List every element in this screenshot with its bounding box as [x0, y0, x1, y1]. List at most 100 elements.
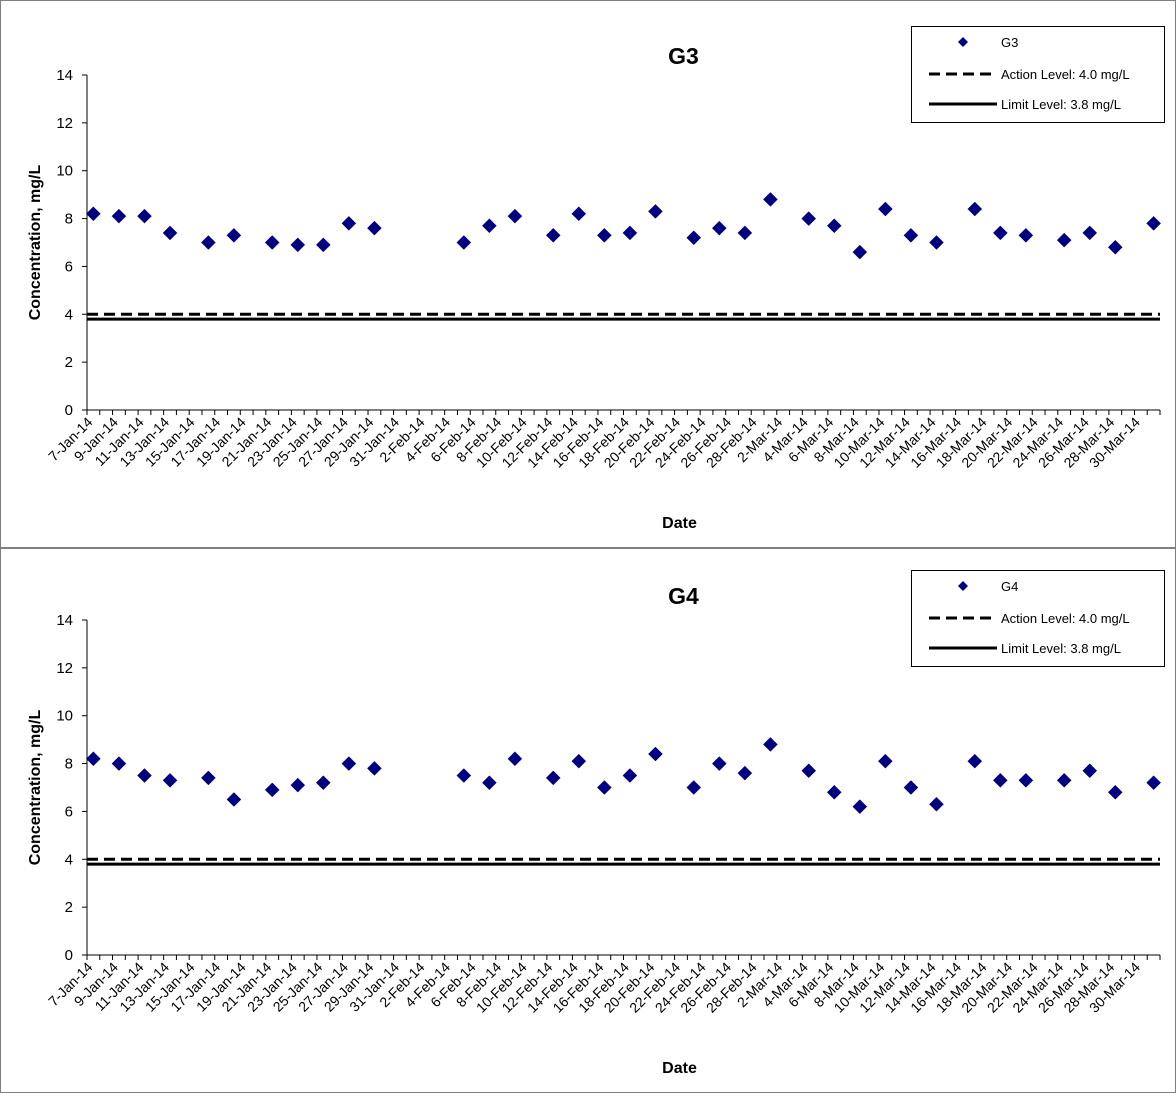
- data-point: [648, 746, 663, 762]
- data-point: [1056, 772, 1072, 788]
- data-point: [1056, 232, 1072, 248]
- data-point: [596, 780, 612, 795]
- legend-label: Limit Level: 3.8 mg/L: [1001, 641, 1121, 656]
- y-tick-label: 6: [65, 803, 73, 820]
- data-point: [264, 782, 280, 798]
- data-point: [315, 237, 331, 253]
- data-point: [903, 780, 919, 795]
- data-point: [763, 192, 778, 207]
- data-point: [596, 227, 612, 243]
- data-point: [763, 737, 778, 752]
- g3-chart: 024681012147-Jan-149-Jan-1411-Jan-1413-J…: [0, 0, 1176, 548]
- data-point: [264, 235, 280, 250]
- data-point: [200, 770, 216, 786]
- y-tick-label: 0: [65, 947, 73, 964]
- data-point: [967, 753, 983, 769]
- data-point: [111, 756, 127, 771]
- data-point: [290, 237, 306, 253]
- data-point: [826, 218, 842, 234]
- data-point: [929, 235, 944, 250]
- legend-label: G4: [1001, 579, 1018, 594]
- data-point: [737, 765, 753, 781]
- data-point: [1146, 775, 1161, 791]
- data-point: [1107, 239, 1123, 255]
- data-point: [622, 225, 638, 241]
- data-point: [226, 227, 242, 243]
- y-tick-label: 6: [65, 258, 73, 275]
- data-point: [456, 235, 472, 250]
- data-point: [737, 225, 753, 241]
- data-point: [1082, 763, 1098, 779]
- y-tick-label: 12: [56, 115, 73, 132]
- data-point: [711, 756, 727, 771]
- g4-chart: 024681012147-Jan-149-Jan-1411-Jan-1413-J…: [0, 548, 1176, 1093]
- data-point: [967, 201, 983, 217]
- y-tick-label: 8: [65, 211, 73, 228]
- y-tick-label: 8: [65, 756, 73, 773]
- data-point: [686, 230, 702, 246]
- legend-label: Action Level: 4.0 mg/L: [1001, 67, 1130, 82]
- data-point: [507, 208, 523, 224]
- data-point: [545, 227, 561, 243]
- y-tick-label: 14: [56, 67, 73, 84]
- data-point: [367, 761, 382, 776]
- data-point: [903, 227, 919, 243]
- data-point: [686, 780, 702, 795]
- data-point: [456, 768, 472, 783]
- y-tick-label: 2: [65, 354, 73, 371]
- legend-label: G3: [1001, 35, 1018, 50]
- data-point: [226, 792, 242, 807]
- legend-label: Action Level: 4.0 mg/L: [1001, 611, 1130, 626]
- data-point: [801, 211, 817, 226]
- data-point: [1146, 216, 1161, 231]
- y-tick-label: 2: [65, 899, 73, 916]
- data-point: [801, 763, 817, 779]
- data-point: [852, 244, 868, 260]
- x-axis-title: Date: [662, 515, 697, 532]
- data-point: [1082, 225, 1098, 241]
- data-point: [992, 225, 1008, 241]
- data-point: [571, 206, 587, 222]
- y-tick-label: 0: [65, 402, 73, 419]
- y-axis-title: Concentration, mg/L: [27, 165, 44, 321]
- data-point: [826, 784, 842, 800]
- y-tick-label: 14: [56, 612, 73, 629]
- y-tick-label: 4: [65, 306, 73, 323]
- data-point: [878, 753, 893, 769]
- data-point: [648, 204, 663, 219]
- data-point: [482, 218, 497, 234]
- y-tick-label: 4: [65, 851, 73, 868]
- data-point: [1107, 784, 1123, 800]
- y-axis-title: Concentration, mg/L: [27, 710, 44, 866]
- data-point: [290, 777, 306, 793]
- data-point: [111, 208, 127, 224]
- chart-panel-g4: 0 2 4 6 8 10 12 14 7-Jan-14 9-Jan-14 11-Jan-14 13-J…: [0, 548, 1176, 1093]
- data-point: [992, 772, 1008, 788]
- data-point: [571, 753, 587, 769]
- data-point: [137, 208, 152, 224]
- data-point: [622, 768, 638, 783]
- data-point: [315, 775, 331, 791]
- chart-title: G4: [668, 583, 699, 609]
- data-point: [711, 220, 727, 236]
- data-point: [507, 751, 523, 767]
- data-point: [482, 775, 497, 791]
- data-point: [1018, 227, 1034, 243]
- y-tick-label: 12: [56, 660, 73, 677]
- data-point: [1018, 772, 1034, 788]
- x-axis-title: Date: [662, 1060, 697, 1077]
- data-point: [162, 225, 178, 241]
- legend-marker: [958, 37, 968, 47]
- data-point: [86, 206, 101, 222]
- data-point: [162, 772, 178, 788]
- y-tick-label: 10: [56, 163, 73, 180]
- data-point: [852, 799, 868, 814]
- data-point: [929, 796, 944, 812]
- data-point: [86, 751, 101, 767]
- y-tick-label: 10: [56, 708, 73, 725]
- legend-marker: [958, 581, 968, 591]
- data-point: [878, 201, 893, 217]
- chart-panel-g3: 0 2 4 6 8 10 12 14 7-Jan-14 9-Jan-14 11-Jan-14 13-J…: [0, 0, 1176, 548]
- legend-label: Limit Level: 3.8 mg/L: [1001, 97, 1121, 112]
